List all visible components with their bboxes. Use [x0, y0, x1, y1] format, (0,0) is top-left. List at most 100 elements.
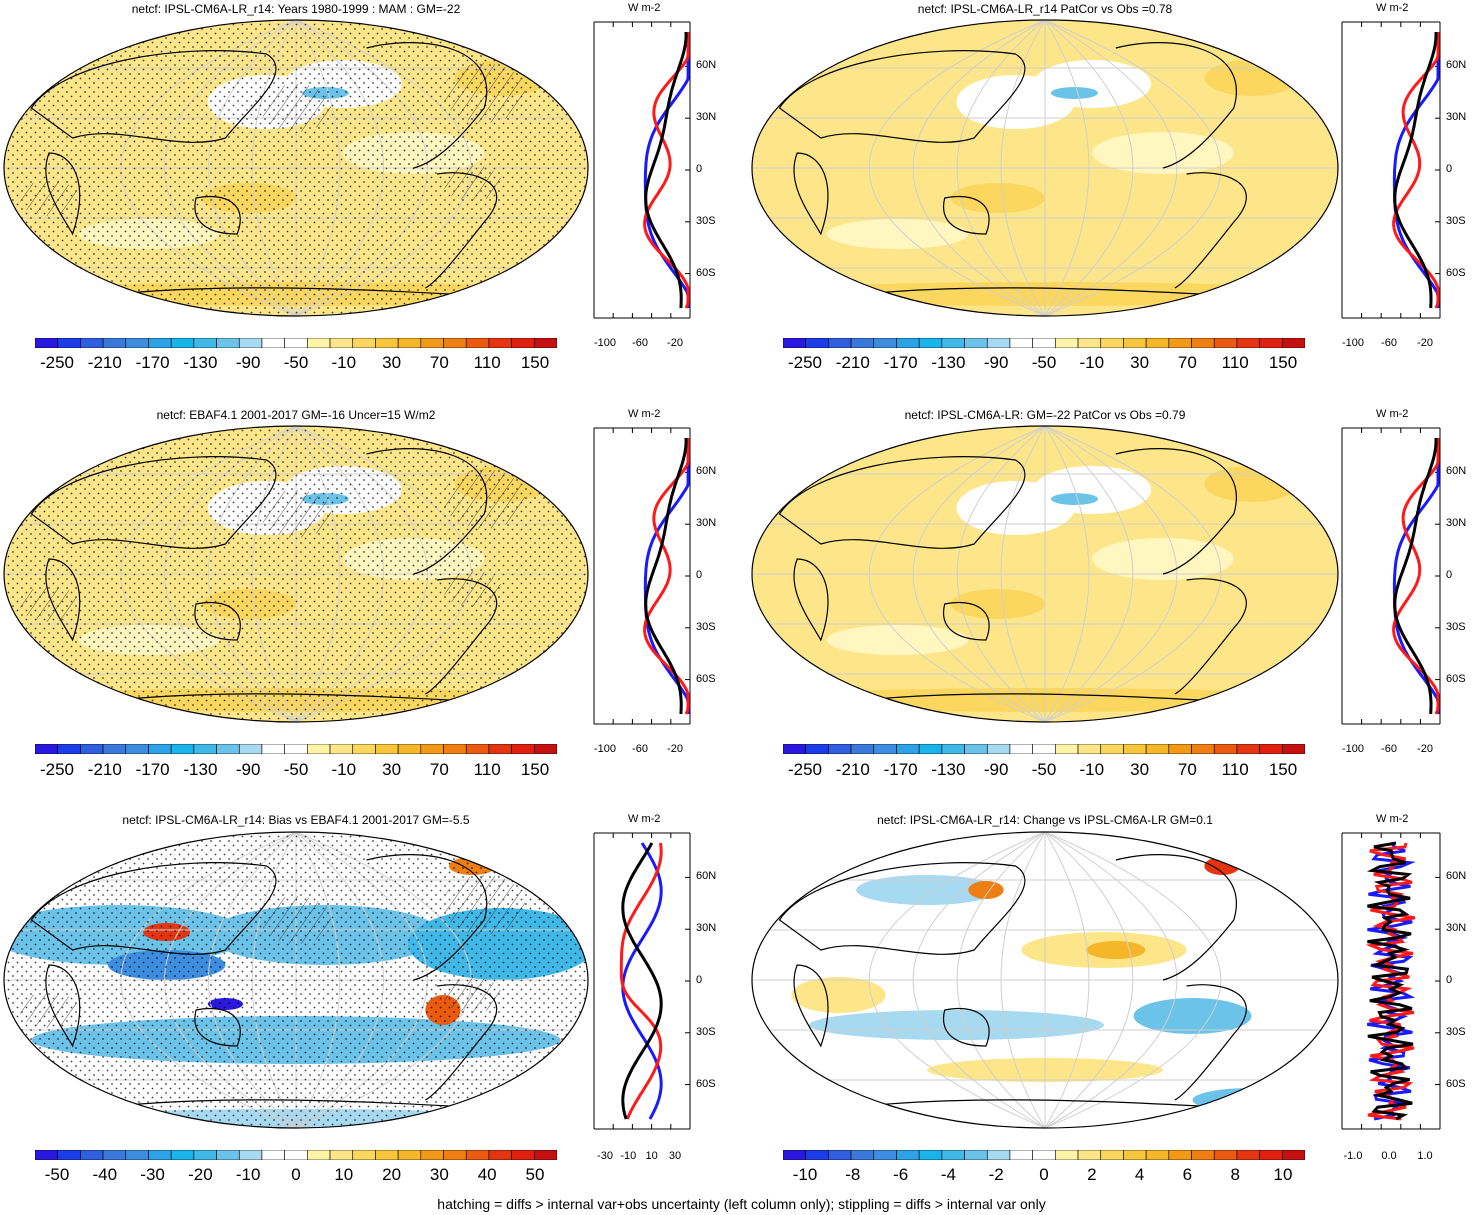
hatching: [443, 571, 502, 607]
colorbar-swatch: [80, 744, 104, 754]
colorbar-swatch: [465, 338, 490, 348]
colorbar-swatch: [511, 1150, 535, 1160]
colorbar-swatch: [193, 338, 217, 348]
colorbar-swatch: [511, 744, 535, 754]
colorbar-swatch: [1055, 744, 1079, 754]
colorbar-label: -20: [188, 1165, 213, 1184]
field-region: [1204, 466, 1299, 502]
field-region: [1192, 1088, 1311, 1112]
colorbar-swatch: [941, 744, 965, 754]
panel-title: netcf: IPSL-CM6A-LR: GM=-22 PatCor vs Ob…: [904, 408, 1186, 422]
colorbar-swatch: [170, 338, 195, 348]
colorbar-swatch: [420, 1150, 444, 1160]
profile-lat-label: 30S: [696, 620, 716, 633]
profile-xtick-label: -30: [597, 1150, 613, 1162]
colorbar-label: 150: [520, 760, 550, 779]
colorbar-swatch: [1236, 744, 1260, 754]
colorbar-swatch: [896, 744, 920, 754]
colorbar-label: 150: [1268, 760, 1298, 779]
profile-lat-label: 60S: [696, 672, 716, 685]
coastline: [838, 693, 1252, 704]
colorbar-swatch: [125, 744, 149, 754]
colorbar-swatch: [238, 338, 263, 348]
longitude-gridline: [912, 832, 1046, 1128]
colorbar-label: 4: [1134, 1165, 1145, 1184]
colorbar-label: -50: [283, 760, 309, 779]
colorbar-label: 10: [1273, 1165, 1293, 1184]
colorbar-label: 30: [1130, 760, 1150, 779]
field-region: [1204, 60, 1299, 96]
colorbar-swatch: [488, 1150, 512, 1160]
profile-lat-label: 0: [696, 569, 703, 581]
colorbar-swatch: [1077, 744, 1102, 754]
colorbar-swatch: [873, 338, 897, 348]
colorbar-label: -10: [235, 1165, 261, 1184]
coastline: [838, 287, 1252, 298]
coastline: [793, 152, 829, 236]
field-region: [1133, 998, 1252, 1034]
profile-line-black: [644, 31, 688, 309]
colorbar-swatch: [148, 1150, 172, 1160]
field-region: [968, 881, 1004, 899]
profile-lat-label: 60N: [696, 59, 717, 72]
colorbar-swatch: [1168, 1150, 1192, 1160]
colorbar-swatch: [850, 1150, 875, 1160]
colorbar-swatch: [352, 1150, 376, 1160]
longitude-gridline: [1044, 426, 1178, 722]
colorbar-swatch: [329, 1150, 354, 1160]
colorbar-swatch: [873, 1150, 897, 1160]
profile-xtick-label: -60: [1381, 337, 1397, 349]
profile-xtick-label: -60: [632, 337, 648, 349]
colorbar-swatch: [534, 1150, 557, 1160]
colorbar-swatch: [57, 338, 81, 348]
colorbar-swatch: [896, 1150, 920, 1160]
colorbar-label: -210: [835, 353, 870, 372]
colorbar-swatch: [1259, 1150, 1283, 1160]
colorbar: [35, 338, 557, 348]
colorbar-swatch: [125, 338, 149, 348]
colorbar-label: -90: [235, 353, 261, 372]
hatching: [443, 977, 502, 1013]
colorbar-label: 110: [1221, 760, 1249, 779]
profile-lat-label: 0: [1446, 163, 1453, 175]
colorbar-label: 150: [520, 353, 550, 372]
profile-line-red: [1392, 32, 1440, 309]
profile-lat-label: 30N: [1446, 517, 1467, 530]
colorbar-label: 10: [334, 1165, 354, 1184]
coastline: [1174, 984, 1247, 1101]
profile-lat-label: 60N: [1446, 870, 1467, 883]
colorbar-swatch: [986, 338, 1011, 348]
profile-xtick-label: -1.0: [1343, 1150, 1363, 1162]
profile-unit: W m-2: [1376, 813, 1409, 825]
profile-xtick-label: 30: [668, 1150, 682, 1162]
colorbar-label: -130: [183, 353, 218, 372]
colorbar-label: 6: [1182, 1165, 1193, 1184]
map-panel: [751, 425, 1339, 723]
profile-line-red: [619, 842, 663, 1120]
colorbar-swatch: [216, 338, 240, 348]
profile-lat-label: 60N: [696, 870, 717, 883]
map-panel: [3, 425, 589, 723]
colorbar-swatch: [1009, 744, 1033, 754]
colorbar-swatch: [986, 1150, 1011, 1160]
field-region: [1092, 132, 1234, 174]
colorbar-swatch: [148, 338, 172, 348]
colorbar-swatch: [1077, 1150, 1102, 1160]
colorbar-swatch: [1168, 744, 1192, 754]
colorbar-swatch: [1032, 744, 1056, 754]
zonal-profile: [1341, 427, 1441, 725]
colorbar-swatch: [397, 1150, 422, 1160]
colorbar-swatch: [329, 338, 354, 348]
profile-xtick-label: -20: [667, 337, 683, 349]
hatching: [19, 180, 79, 216]
colorbar-swatch: [102, 1150, 127, 1160]
panel-title: netcf: IPSL-CM6A-LR_r14: Change vs IPSL-…: [877, 813, 1213, 827]
colorbar-swatch: [1009, 338, 1033, 348]
coastline: [793, 558, 829, 642]
colorbar-swatch: [443, 1150, 467, 1160]
profile-lat-label: 30S: [696, 214, 716, 227]
colorbar-label: 30: [382, 353, 402, 372]
zonal-profile: [1341, 832, 1441, 1130]
colorbar-swatch: [1123, 1150, 1147, 1160]
colorbar-swatch: [488, 338, 512, 348]
